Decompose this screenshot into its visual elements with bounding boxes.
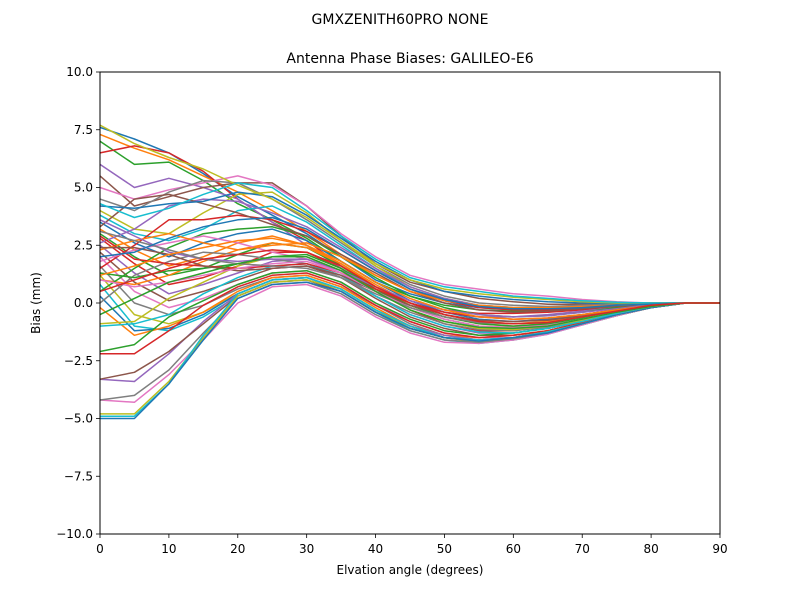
x-axis: 0 10 20 30 40 50 60 70 80 90 — [96, 534, 728, 556]
y-tick-label: −7.5 — [64, 469, 93, 483]
y-tick-label: −5.0 — [64, 412, 93, 426]
chart-title: Antenna Phase Biases: GALILEO-E6 — [286, 51, 533, 67]
y-tick-label: −2.5 — [64, 354, 93, 368]
y-tick-label: −10.0 — [56, 527, 93, 541]
x-tick-label: 50 — [437, 542, 452, 556]
series-line-50 — [99, 182, 720, 304]
y-tick-label: 2.5 — [74, 238, 93, 252]
y-tick-label: 5.0 — [74, 181, 93, 195]
series-line-40 — [99, 262, 720, 334]
chart-suptitle: GMXZENITH60PRO NONE — [312, 12, 489, 28]
series-line-54 — [99, 249, 720, 325]
series-line-31 — [100, 281, 720, 420]
series-line-53 — [99, 256, 720, 330]
series-line-51 — [99, 216, 720, 310]
x-tick-label: 20 — [230, 542, 245, 556]
x-tick-label: 10 — [161, 542, 176, 556]
x-tick-label: 30 — [299, 542, 314, 556]
y-axis-label: Bias (mm) — [29, 272, 43, 334]
x-tick-label: 70 — [575, 542, 590, 556]
series-line-33 — [99, 226, 720, 318]
x-tick-label: 40 — [368, 542, 383, 556]
x-tick-label: 0 — [96, 542, 104, 556]
series-line-52 — [99, 237, 720, 320]
y-axis: −10.0 −7.5 −5.0 −2.5 0.0 2.5 5.0 7.5 10.0 — [56, 65, 100, 541]
x-axis-label: Elvation angle (degrees) — [337, 563, 484, 577]
y-tick-label: 0.0 — [74, 296, 93, 310]
x-tick-label: 60 — [506, 542, 521, 556]
y-tick-label: 10.0 — [66, 65, 93, 79]
y-tick-label: 7.5 — [74, 123, 93, 137]
x-tick-label: 80 — [643, 542, 658, 556]
x-tick-label: 90 — [712, 542, 727, 556]
series-layer — [99, 124, 720, 420]
